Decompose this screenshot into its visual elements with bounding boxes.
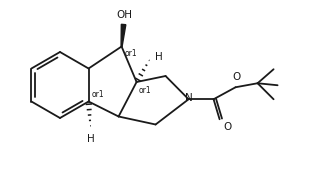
Text: H: H: [87, 133, 95, 143]
Text: N: N: [185, 93, 192, 103]
Text: O: O: [232, 72, 241, 82]
Text: or1: or1: [125, 49, 137, 58]
Text: or1: or1: [92, 89, 104, 98]
Polygon shape: [121, 24, 126, 47]
Text: or1: or1: [139, 86, 151, 95]
Text: H: H: [155, 52, 162, 62]
Text: O: O: [223, 122, 232, 132]
Text: OH: OH: [117, 10, 133, 20]
